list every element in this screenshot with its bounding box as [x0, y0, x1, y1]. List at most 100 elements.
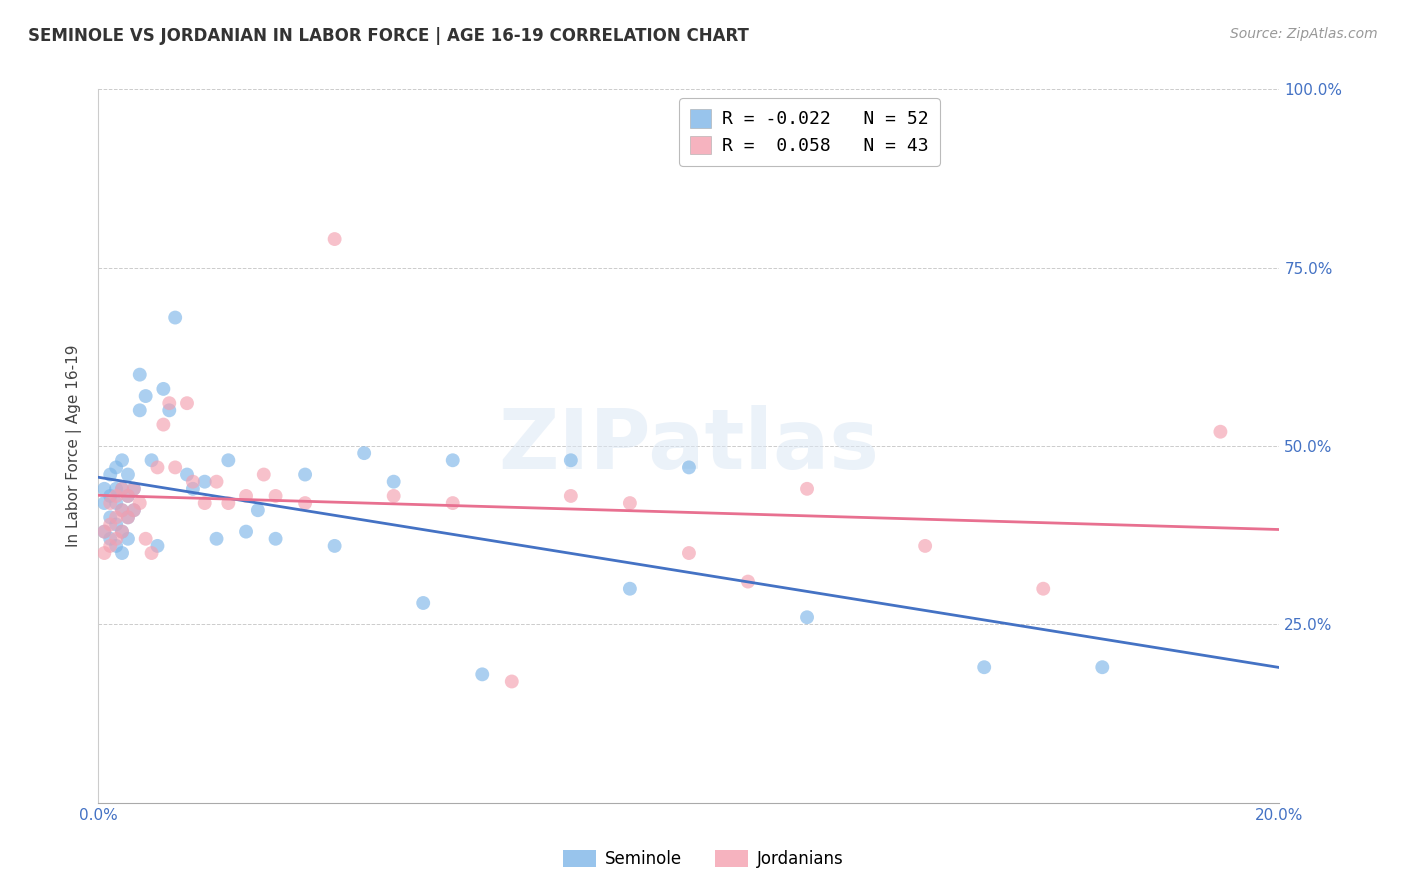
- Point: [165, 310, 187, 325]
- Point: [141, 453, 163, 467]
- Point: [205, 532, 228, 546]
- Point: [973, 660, 995, 674]
- Text: SEMINOLE VS JORDANIAN IN LABOR FORCE | AGE 16-19 CORRELATION CHART: SEMINOLE VS JORDANIAN IN LABOR FORCE | A…: [28, 27, 749, 45]
- Point: [176, 467, 198, 482]
- Point: [181, 475, 204, 489]
- Point: [128, 403, 150, 417]
- Point: [128, 368, 150, 382]
- Point: [560, 453, 582, 467]
- Point: [441, 453, 464, 467]
- Point: [122, 482, 145, 496]
- Point: [117, 489, 139, 503]
- Legend: Seminole, Jordanians: Seminole, Jordanians: [555, 843, 851, 875]
- Point: [157, 396, 180, 410]
- Point: [382, 489, 405, 503]
- Point: [93, 482, 115, 496]
- Point: [382, 475, 405, 489]
- Point: [796, 610, 818, 624]
- Point: [501, 674, 523, 689]
- Point: [117, 532, 139, 546]
- Point: [619, 582, 641, 596]
- Point: [117, 467, 139, 482]
- Point: [122, 503, 145, 517]
- Point: [105, 496, 128, 510]
- Point: [323, 232, 346, 246]
- Point: [98, 489, 121, 503]
- Point: [105, 539, 128, 553]
- Point: [176, 396, 198, 410]
- Point: [560, 489, 582, 503]
- Point: [135, 389, 157, 403]
- Point: [122, 503, 145, 517]
- Point: [914, 539, 936, 553]
- Text: ZIPatlas: ZIPatlas: [499, 406, 879, 486]
- Point: [111, 503, 134, 517]
- Y-axis label: In Labor Force | Age 16-19: In Labor Force | Age 16-19: [66, 344, 83, 548]
- Point: [93, 524, 115, 539]
- Point: [353, 446, 375, 460]
- Point: [294, 496, 316, 510]
- Point: [93, 496, 115, 510]
- Point: [117, 489, 139, 503]
- Point: [253, 467, 276, 482]
- Point: [117, 510, 139, 524]
- Point: [205, 475, 228, 489]
- Point: [111, 503, 134, 517]
- Point: [111, 482, 134, 496]
- Point: [111, 546, 134, 560]
- Point: [98, 539, 121, 553]
- Point: [105, 510, 128, 524]
- Point: [98, 467, 121, 482]
- Point: [146, 460, 169, 475]
- Point: [796, 482, 818, 496]
- Legend: R = -0.022   N = 52, R =  0.058   N = 43: R = -0.022 N = 52, R = 0.058 N = 43: [679, 98, 939, 166]
- Point: [217, 496, 239, 510]
- Point: [194, 475, 217, 489]
- Point: [93, 546, 115, 560]
- Point: [117, 510, 139, 524]
- Point: [235, 524, 257, 539]
- Point: [111, 453, 134, 467]
- Point: [152, 382, 174, 396]
- Point: [1032, 582, 1054, 596]
- Point: [264, 532, 287, 546]
- Point: [98, 532, 121, 546]
- Point: [157, 403, 180, 417]
- Point: [141, 546, 163, 560]
- Point: [181, 482, 204, 496]
- Point: [235, 489, 257, 503]
- Point: [105, 489, 128, 503]
- Point: [146, 539, 169, 553]
- Point: [1091, 660, 1114, 674]
- Point: [1209, 425, 1232, 439]
- Point: [217, 453, 239, 467]
- Point: [128, 496, 150, 510]
- Point: [98, 510, 121, 524]
- Point: [264, 489, 287, 503]
- Point: [122, 482, 145, 496]
- Point: [98, 496, 121, 510]
- Point: [678, 460, 700, 475]
- Point: [93, 524, 115, 539]
- Point: [105, 482, 128, 496]
- Point: [471, 667, 494, 681]
- Point: [412, 596, 434, 610]
- Point: [105, 532, 128, 546]
- Point: [619, 496, 641, 510]
- Text: Source: ZipAtlas.com: Source: ZipAtlas.com: [1230, 27, 1378, 41]
- Point: [294, 467, 316, 482]
- Point: [111, 524, 134, 539]
- Point: [737, 574, 759, 589]
- Point: [678, 546, 700, 560]
- Point: [105, 517, 128, 532]
- Point: [194, 496, 217, 510]
- Point: [98, 517, 121, 532]
- Point: [111, 482, 134, 496]
- Point: [135, 532, 157, 546]
- Point: [441, 496, 464, 510]
- Point: [165, 460, 187, 475]
- Point: [111, 524, 134, 539]
- Point: [152, 417, 174, 432]
- Point: [105, 460, 128, 475]
- Point: [323, 539, 346, 553]
